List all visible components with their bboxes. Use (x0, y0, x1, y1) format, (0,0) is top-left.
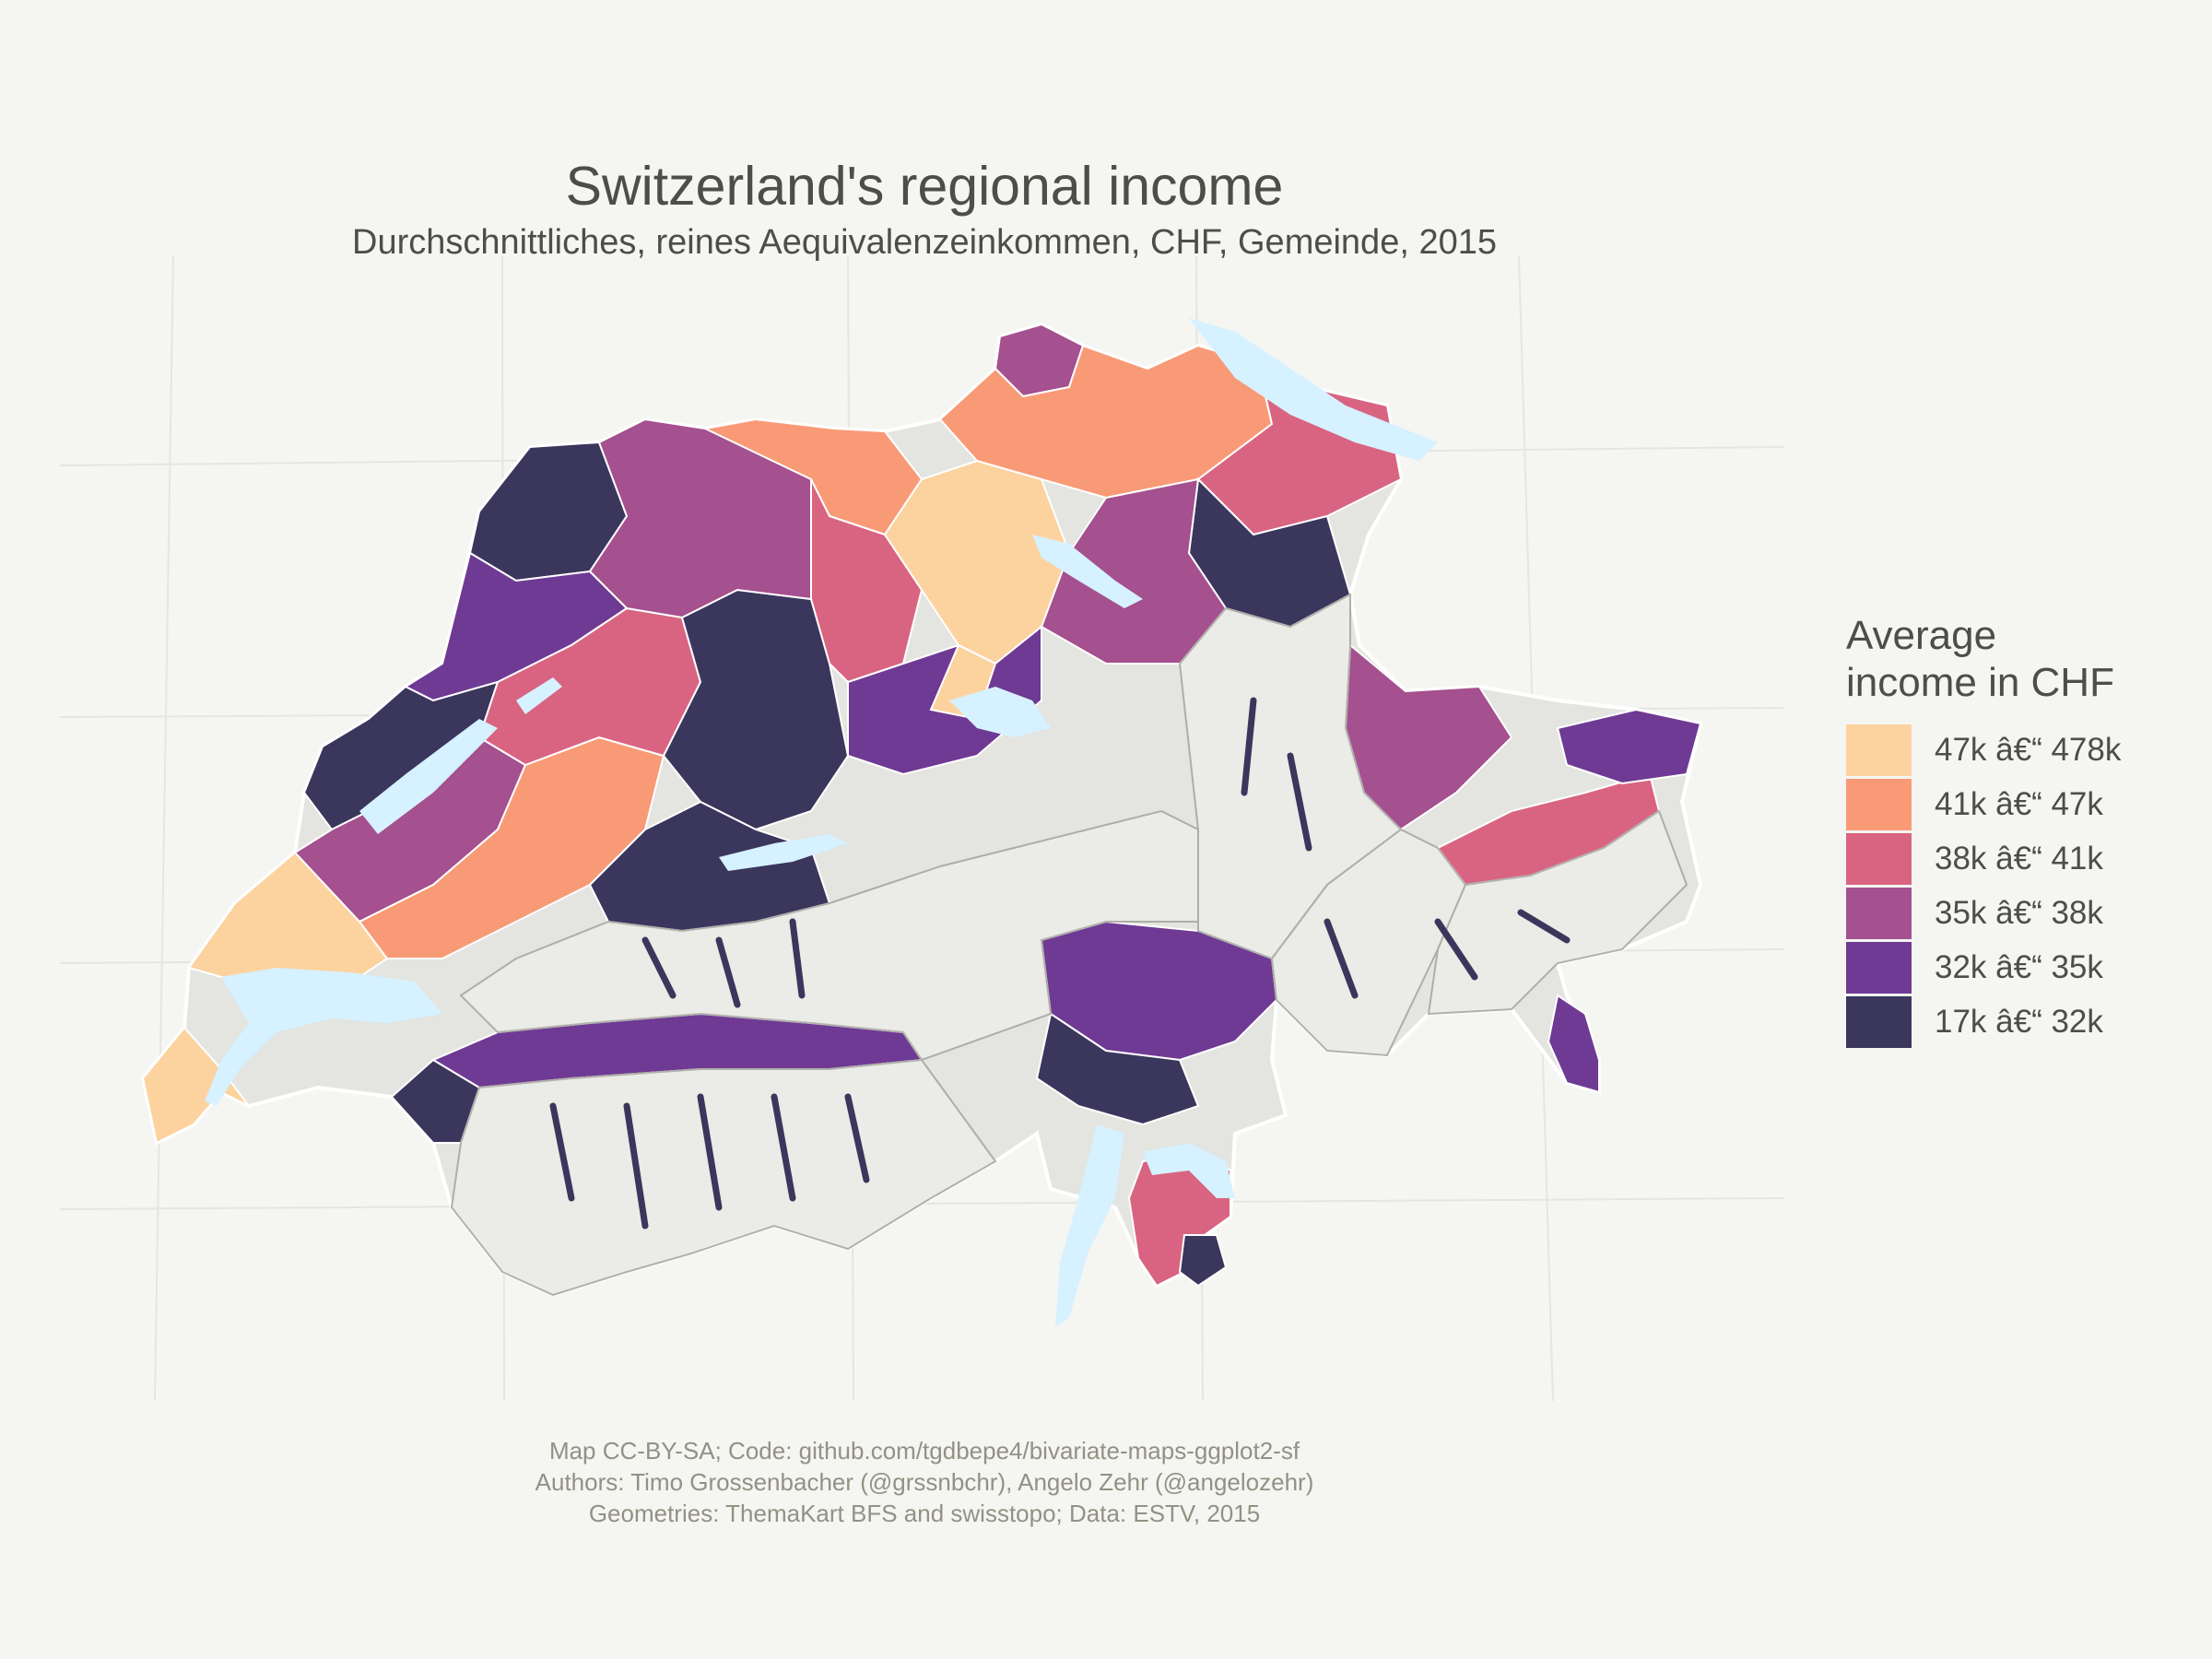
relief-shading (450, 593, 1688, 1297)
caption-sources: Geometries: ThemaKart BFS and swisstopo;… (588, 1500, 1261, 1527)
legend-item: 47k â€“ 478k (1846, 723, 2196, 777)
income-regions (141, 323, 1702, 1288)
lake-lugano (1143, 1143, 1235, 1198)
relief-valleys (549, 697, 1571, 1230)
legend-swatch (1846, 941, 1912, 994)
lake-zurich (1032, 535, 1143, 608)
legend-item: 35k â€“ 38k (1846, 886, 2196, 940)
lake-constance (1189, 318, 1438, 461)
caption-authors: Authors: Timo Grossenbacher (@grssnbchr)… (535, 1468, 1314, 1496)
legend-title-line1: Average (1846, 613, 1997, 658)
legend-item: 32k â€“ 35k (1846, 940, 2196, 994)
legend-swatch (1846, 995, 1912, 1048)
region-aargau-solothurn (588, 418, 812, 619)
lakes (205, 318, 1438, 1327)
legend-swatch (1846, 724, 1912, 776)
lake-thun-brienz (719, 834, 848, 871)
lake-maggiore (1055, 1124, 1124, 1327)
legend-item: 38k â€“ 41k (1846, 831, 2196, 886)
legend-label: 32k â€“ 35k (1935, 948, 2103, 985)
legend-label: 17k â€“ 32k (1935, 1003, 2103, 1040)
caption: Map CC-BY-SA; Code: github.com/tgdbepe4/… (0, 1435, 1849, 1529)
legend-item: 41k â€“ 47k (1846, 777, 2196, 831)
lake-lucerne (949, 687, 1051, 737)
legend-swatch (1846, 778, 1912, 830)
legend-swatch (1846, 832, 1912, 885)
legend-label: 35k â€“ 38k (1935, 894, 2103, 931)
lake-biel (516, 677, 562, 714)
legend-swatch (1846, 887, 1912, 939)
map-title: Switzerland's regional income (565, 156, 1284, 217)
legend-title-line2: income in CHF (1846, 660, 2114, 705)
legend-title: Average income in CHF (1846, 612, 2196, 706)
region-mendrisio (1178, 1234, 1228, 1288)
lake-geneva (205, 968, 442, 1106)
legend-label: 47k â€“ 478k (1935, 731, 2122, 768)
region-misox (1547, 994, 1600, 1094)
legend: Average income in CHF 47k â€“ 478k 41k â€… (1846, 612, 2196, 1049)
caption-license: Map CC-BY-SA; Code: github.com/tgdbepe4/… (548, 1437, 1300, 1465)
legend-item: 17k â€“ 32k (1846, 994, 2196, 1049)
legend-label: 38k â€“ 41k (1935, 840, 2103, 877)
map-subtitle: Durchschnittliches, reines Aequivalenzei… (352, 223, 1497, 262)
region-prattigau (1556, 708, 1702, 785)
legend-items: 47k â€“ 478k 41k â€“ 47k 38k â€“ 41k 35k â€… (1846, 723, 2196, 1049)
region-geneva (141, 1026, 250, 1145)
region-ticino-valleys (1035, 1012, 1200, 1126)
legend-label: 41k â€“ 47k (1935, 785, 2103, 822)
lake-neuchatel (359, 719, 498, 834)
